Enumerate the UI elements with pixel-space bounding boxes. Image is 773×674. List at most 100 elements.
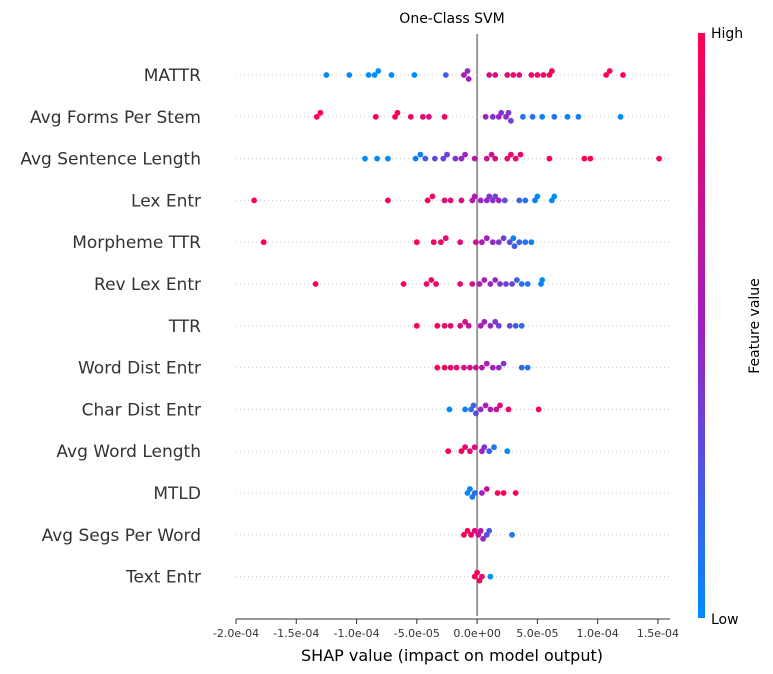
shap-point bbox=[501, 197, 508, 204]
shap-point bbox=[473, 410, 479, 417]
feature-row: Morpheme TTR bbox=[72, 233, 670, 253]
shap-point bbox=[407, 113, 414, 120]
feature-row: Word Dist Entr bbox=[78, 359, 670, 379]
shap-point bbox=[534, 72, 541, 78]
shap-point bbox=[492, 318, 499, 325]
shap-point bbox=[603, 72, 609, 78]
shap-point bbox=[524, 281, 531, 287]
shap-point bbox=[506, 322, 513, 329]
shap-point bbox=[546, 155, 553, 162]
shap-point bbox=[440, 155, 447, 162]
shap-point bbox=[549, 68, 555, 74]
shap-point bbox=[493, 406, 500, 413]
shap-point bbox=[417, 151, 424, 158]
feature-label: Lex Entr bbox=[131, 191, 201, 211]
colorbar-high-label: High bbox=[711, 26, 743, 42]
shap-point bbox=[511, 243, 518, 250]
shap-point bbox=[486, 448, 493, 455]
shap-point bbox=[346, 72, 353, 78]
shap-point bbox=[461, 364, 467, 371]
shap-point bbox=[492, 193, 499, 200]
shap-point bbox=[495, 197, 502, 204]
shap-point bbox=[505, 406, 512, 413]
shap-point bbox=[422, 155, 429, 162]
shap-point bbox=[434, 322, 441, 329]
shap-point bbox=[522, 197, 529, 204]
feature-label: TTR bbox=[168, 317, 201, 337]
shap-point bbox=[438, 239, 444, 246]
shap-point bbox=[458, 197, 465, 204]
feature-row: Avg Segs Per Word bbox=[42, 526, 670, 546]
shap-point bbox=[312, 281, 319, 287]
feature-row: MATTR bbox=[144, 66, 670, 86]
feature-label: Avg Segs Per Word bbox=[42, 526, 201, 546]
colorbar-title: Feature value bbox=[747, 278, 763, 374]
shap-point bbox=[458, 448, 465, 455]
shap-point bbox=[317, 109, 324, 116]
shap-point bbox=[470, 402, 477, 409]
shap-point bbox=[500, 360, 507, 367]
shap-point bbox=[481, 277, 488, 283]
shap-point bbox=[434, 364, 441, 371]
feature-label: Text Entr bbox=[125, 568, 201, 588]
shap-point bbox=[517, 151, 524, 158]
shap-point bbox=[486, 72, 493, 78]
shap-point bbox=[483, 486, 490, 492]
shap-point bbox=[473, 364, 479, 371]
shap-point bbox=[260, 239, 267, 246]
shap-point bbox=[551, 113, 558, 120]
shap-point bbox=[462, 444, 468, 451]
shap-point bbox=[400, 281, 407, 287]
shap-point bbox=[483, 360, 490, 367]
shap-point bbox=[426, 113, 432, 120]
shap-point bbox=[498, 109, 505, 116]
shap-point bbox=[495, 364, 502, 371]
colorbar bbox=[698, 33, 705, 618]
shap-point bbox=[482, 113, 489, 120]
shap-point bbox=[477, 406, 484, 413]
shap-point bbox=[471, 527, 478, 534]
shap-point bbox=[514, 277, 520, 283]
shap-point bbox=[656, 155, 662, 162]
shap-point bbox=[489, 364, 496, 371]
shap-point bbox=[520, 113, 526, 120]
shap-point bbox=[516, 197, 523, 204]
shap-point bbox=[510, 72, 517, 78]
shap-point bbox=[564, 113, 571, 120]
shap-point bbox=[482, 402, 489, 409]
shap-point bbox=[479, 364, 485, 371]
shap-point bbox=[452, 155, 459, 162]
shap-point bbox=[457, 239, 464, 246]
shap-point bbox=[323, 72, 330, 78]
shap-point bbox=[447, 364, 454, 371]
shap-point bbox=[442, 72, 449, 78]
shap-point bbox=[476, 281, 483, 287]
shap-point bbox=[480, 535, 486, 542]
shap-point bbox=[497, 402, 503, 409]
shap-point bbox=[458, 155, 465, 162]
shap-point bbox=[483, 155, 490, 162]
x-tick-label: -1.0e-04 bbox=[333, 627, 379, 640]
shap-point bbox=[522, 239, 529, 246]
shap-point bbox=[433, 281, 439, 287]
shap-point bbox=[551, 193, 558, 200]
feature-row: Avg Forms Per Stem bbox=[30, 108, 670, 128]
shap-point bbox=[465, 322, 472, 329]
shap-point bbox=[441, 322, 448, 329]
shap-point bbox=[429, 193, 436, 200]
shap-point bbox=[528, 72, 535, 78]
shap-point bbox=[468, 531, 474, 538]
shap-point bbox=[489, 113, 496, 120]
shap-point bbox=[385, 155, 391, 162]
shap-point bbox=[473, 239, 479, 246]
feature-row: Lex Entr bbox=[131, 191, 670, 211]
shap-point bbox=[497, 281, 503, 287]
shap-point bbox=[457, 322, 464, 329]
shap-point bbox=[251, 197, 257, 204]
shap-point bbox=[375, 68, 382, 74]
shap-point bbox=[606, 68, 613, 74]
shap-point bbox=[479, 573, 485, 580]
shap-point bbox=[372, 113, 379, 120]
feature-label: Rev Lex Entr bbox=[94, 275, 201, 295]
